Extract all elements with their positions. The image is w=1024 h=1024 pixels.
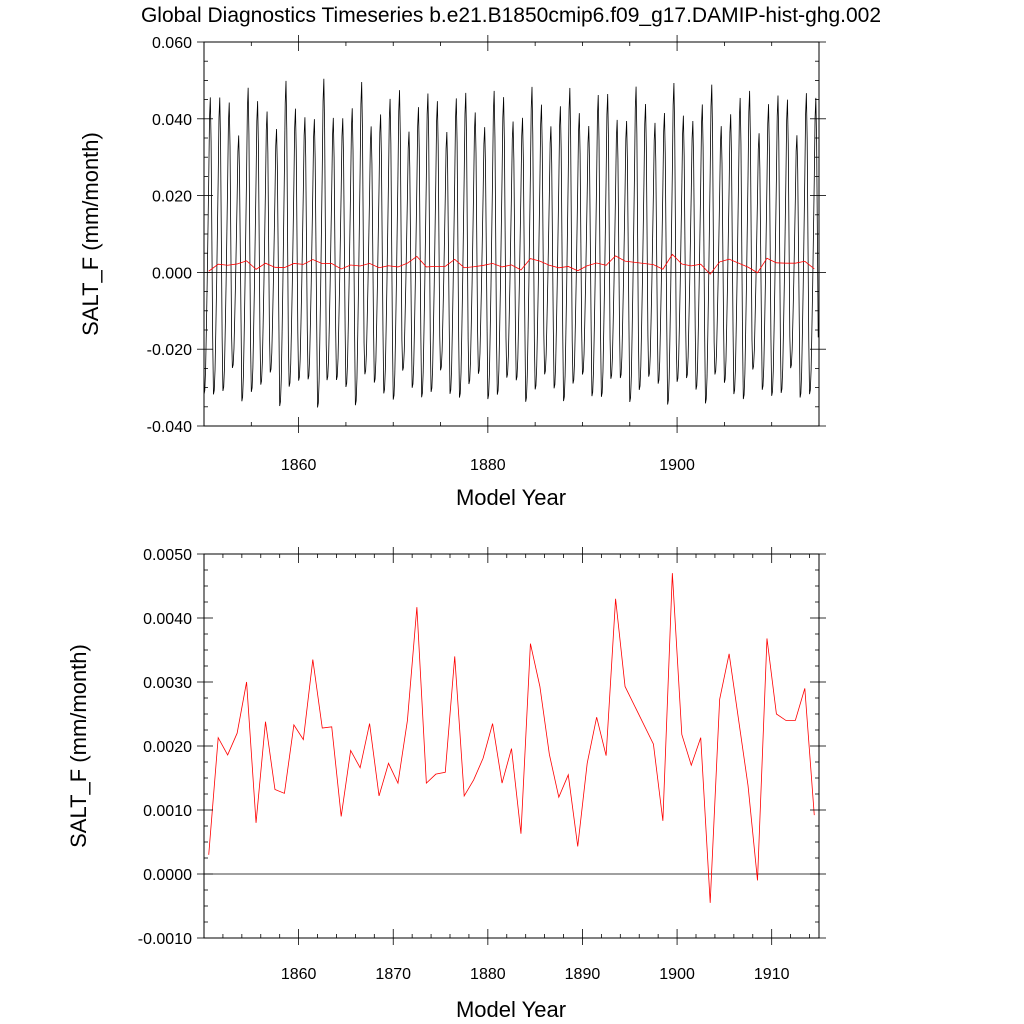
bottom-plot-content: [204, 573, 819, 903]
bottom-plot-frame: [203, 553, 820, 939]
top-y-tick-label: 0.000: [152, 265, 192, 282]
top-y-tick-label: -0.040: [147, 419, 192, 436]
bottom-x-tick-label: 1860: [281, 966, 317, 983]
bottom-annual-mean-line: [208, 573, 815, 903]
bottom-y-tick-label: 0.0040: [143, 611, 192, 628]
top-axis-ticks: 1860 1880 1900 -0.040 -0.020 0.000 0.020 0.040 0…: [147, 35, 826, 474]
top-y-tick-label: 0.060: [152, 35, 192, 52]
top-x-axis-title: Model Year: [456, 485, 566, 510]
top-y-axis-title: SALT_F (mm/month): [78, 132, 103, 336]
bottom-y-tick-label: 0.0050: [143, 547, 192, 564]
bottom-y-axis-title: SALT_F (mm/month): [66, 644, 91, 848]
bottom-x-tick-label: 1910: [754, 966, 790, 983]
top-annual-mean-line: [208, 253, 815, 275]
top-y-tick-label: 0.040: [152, 112, 192, 129]
top-x-tick-label: 1860: [281, 457, 317, 474]
bottom-y-tick-label: 0.0020: [143, 739, 192, 756]
bottom-axis-ticks: 1860 1870 1880 1890 1900 1910 -0.0010 0.0000 0.0…: [138, 547, 826, 983]
top-y-tick-label: -0.020: [147, 342, 192, 359]
bottom-x-tick-label: 1890: [565, 966, 601, 983]
top-y-tick-label: 0.020: [152, 189, 192, 206]
top-x-tick-label: 1900: [659, 457, 695, 474]
bottom-y-tick-label: 0.0010: [143, 803, 192, 820]
top-plot-frame: [203, 41, 820, 427]
bottom-x-tick-label: 1900: [659, 966, 695, 983]
bottom-x-tick-label: 1870: [375, 966, 411, 983]
top-plot-content: [203, 78, 819, 408]
bottom-x-axis-title: Model Year: [456, 997, 566, 1022]
bottom-y-tick-label: 0.0030: [143, 675, 192, 692]
bottom-x-tick-label: 1880: [470, 966, 506, 983]
top-x-tick-label: 1880: [470, 457, 506, 474]
top-panel: 1860 1880 1900 -0.040 -0.020 0.000 0.020 0.040 0…: [78, 35, 826, 510]
bottom-y-tick-label: -0.0010: [138, 931, 192, 948]
chart-title: Global Diagnostics Timeseries b.e21.B185…: [141, 4, 881, 27]
bottom-panel: 1860 1870 1880 1890 1900 1910 -0.0010 0.0000 0.0…: [66, 547, 826, 1022]
top-monthly-line: [203, 78, 819, 408]
bottom-y-tick-label: 0.0000: [143, 867, 192, 884]
